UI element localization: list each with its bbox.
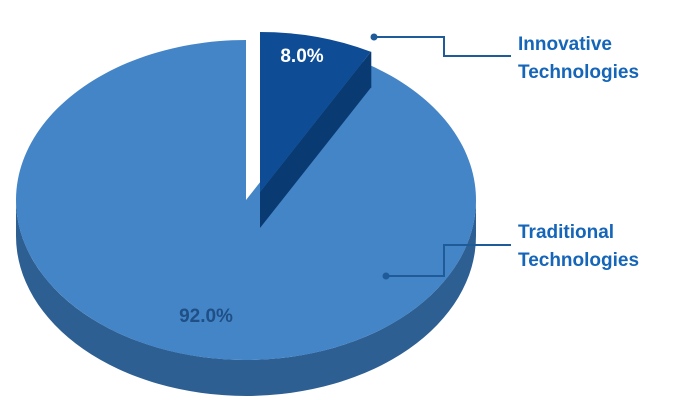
slice-traditional xyxy=(15,40,476,361)
leader-line-traditional xyxy=(386,244,511,277)
slice-innovative-group xyxy=(260,32,372,228)
legend-label-traditional-line2: Technologies xyxy=(518,250,639,271)
leader-dot-traditional xyxy=(382,272,390,280)
leader-dot-innovative xyxy=(370,33,378,41)
legend-label-traditional-line1: Traditional xyxy=(518,222,614,243)
legend-label-innovative-line2: Technologies xyxy=(518,62,639,83)
slice-traditional-side xyxy=(16,200,476,396)
slice-innovative xyxy=(260,32,371,192)
legend-label-innovative-line1: Innovative xyxy=(518,34,612,55)
data-label-innovative: 8.0% xyxy=(280,46,323,67)
leader-line-innovative xyxy=(374,36,511,57)
data-label-traditional: 92.0% xyxy=(179,306,233,327)
slice-traditional-group xyxy=(15,40,476,396)
slice-innovative-edge xyxy=(260,51,371,228)
